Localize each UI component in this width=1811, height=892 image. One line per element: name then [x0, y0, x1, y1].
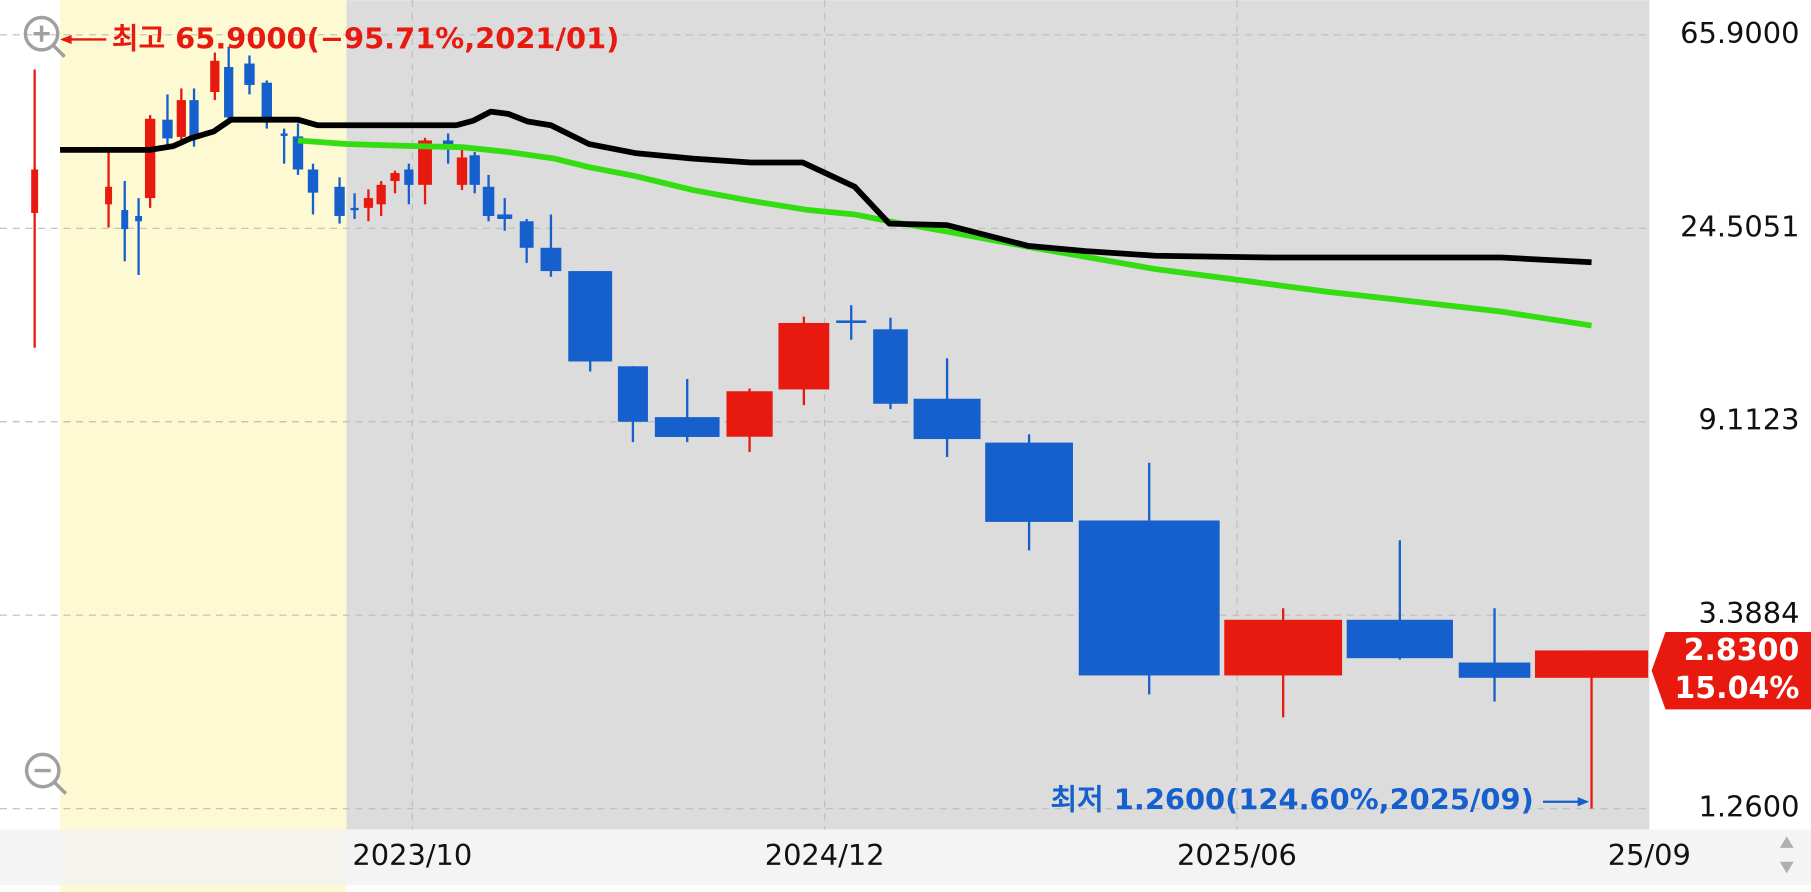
candle-body [244, 63, 255, 85]
candle-body [568, 271, 613, 362]
candle-body [144, 118, 156, 199]
candle-body [280, 133, 288, 136]
plot-area [346, 0, 1650, 830]
candle-body [497, 214, 513, 219]
candle-body [654, 417, 720, 437]
candle-body [404, 169, 414, 185]
candle-body [261, 82, 272, 120]
candle-body [189, 100, 199, 137]
zoom-in-handle[interactable] [51, 43, 66, 58]
x-tick-label: 2023/10 [352, 838, 472, 872]
candle-body [135, 215, 143, 222]
candle-body [31, 169, 39, 213]
grid [0, 0, 1650, 830]
price-tag-change: 15.04% [1674, 671, 1799, 706]
candle-body [442, 140, 454, 147]
moving-average-line [60, 108, 1592, 266]
candle-body [617, 366, 648, 422]
candle-body [105, 186, 113, 205]
candle-body [482, 186, 495, 216]
candle-body [350, 207, 359, 211]
candle-body [1458, 662, 1531, 678]
candle-body [913, 398, 981, 440]
x-tick-label: 25/09 [1608, 838, 1691, 872]
price-tag-label: 2.8300 [1684, 633, 1800, 668]
candle-body [390, 173, 400, 182]
zoom-in-circle[interactable] [23, 15, 60, 52]
candle-body [778, 322, 830, 390]
high-arrow-head [60, 34, 72, 45]
y-tick-label: 24.5051 [1680, 209, 1799, 243]
candle-body [519, 221, 534, 248]
candle-body [540, 247, 562, 272]
candle-body [292, 136, 304, 170]
y-tick-label: 1.2600 [1698, 790, 1799, 824]
candle-body [162, 119, 173, 139]
zoom-out-circle[interactable] [24, 752, 61, 789]
scroll-down[interactable] [1779, 861, 1794, 874]
moving-average-line [297, 137, 1592, 329]
candle-body [456, 157, 468, 185]
candle-body [418, 140, 432, 185]
candle-body [726, 391, 773, 437]
marks [31, 46, 1649, 809]
candle-body [1346, 619, 1453, 659]
y-tick-label: 65.9000 [1680, 16, 1799, 50]
candle-body [1078, 520, 1220, 676]
candle-body [334, 186, 345, 216]
candle-body [210, 60, 220, 92]
low-annotation: 최저 1.2600(124.60%,2025/09) [1051, 783, 1534, 817]
candle-body [1534, 650, 1649, 678]
candle-body [1224, 619, 1343, 676]
candle-body [224, 67, 234, 118]
scroll-up[interactable] [1779, 836, 1794, 848]
candle-body [363, 198, 374, 208]
zoom-out-button[interactable] [24, 752, 68, 795]
scroll-arrows[interactable] [1779, 836, 1794, 874]
zoom-out-handle[interactable] [53, 780, 68, 795]
high-annotation: 최고 65.9000(−95.71%,2021/01) [112, 22, 619, 56]
y-tick-label: 3.3884 [1698, 596, 1799, 630]
candle-body [176, 100, 186, 137]
labels: 65.9000 24.5051 9.1123 3.3884 1.2600 2023/10 2… [352, 16, 1811, 872]
candle-body [836, 320, 867, 323]
price-tag [1651, 631, 1811, 710]
zoom-in-button[interactable] [23, 15, 66, 58]
candle-body [307, 169, 319, 193]
candle-body [121, 210, 129, 230]
candle-body [376, 184, 386, 205]
low-arrow-head [1577, 797, 1590, 807]
x-axis-band [0, 829, 1811, 885]
candle-body [873, 329, 908, 404]
candle-body [985, 442, 1073, 522]
y-tick-label: 9.1123 [1698, 403, 1799, 437]
x-tick-label: 2024/12 [765, 838, 885, 872]
candle-body [469, 155, 480, 185]
x-tick-label: 2025/06 [1177, 838, 1297, 872]
